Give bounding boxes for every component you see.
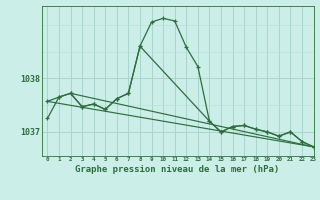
- X-axis label: Graphe pression niveau de la mer (hPa): Graphe pression niveau de la mer (hPa): [76, 165, 280, 174]
